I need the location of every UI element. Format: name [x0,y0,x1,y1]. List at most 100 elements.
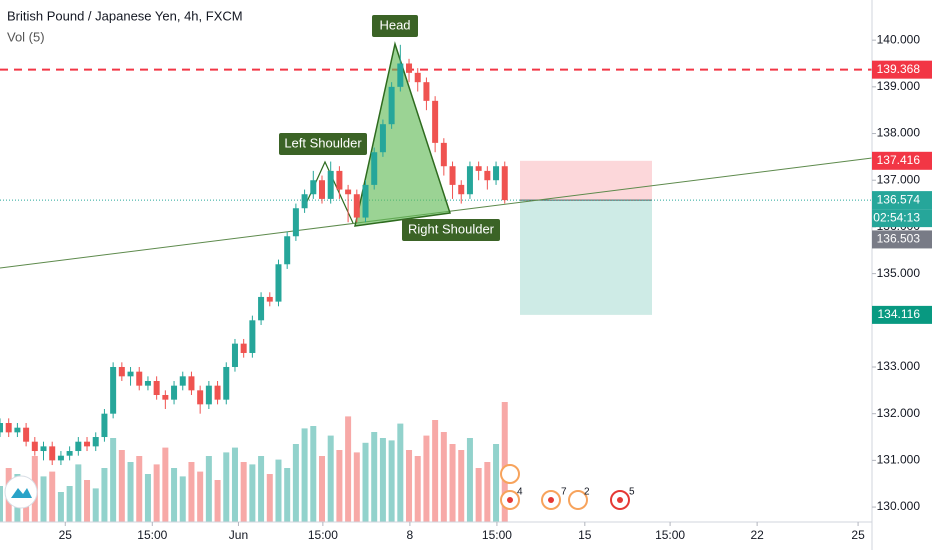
volume-bar [214,480,221,522]
head-pattern[interactable] [354,41,451,227]
candle-body [258,296,265,321]
volume-bar [162,447,169,522]
candle-body [379,124,386,153]
volume-bar [362,442,369,522]
candle-body [275,264,282,302]
candle-body [406,63,413,73]
volume-bar [179,476,186,522]
events: 4 7 2 5 [500,464,635,510]
annotation-left-shoulder[interactable]: Left Shoulder [279,133,367,155]
price-tag [872,151,932,170]
volume-bar [397,423,404,522]
candle-body [136,371,143,386]
candle-body [23,427,30,442]
volume-bar [249,464,256,522]
logo[interactable] [4,475,38,509]
x-tick-label: 15:00 [482,528,512,542]
candle-body [310,180,317,195]
price-tag-label: 136.503 [877,232,921,246]
volume-bar [318,456,325,522]
volume-bar [423,435,430,522]
price-tag-label: 139.368 [877,62,921,76]
price-tag-label: 137.416 [877,153,921,167]
annotation-right-shoulder[interactable]: Right Shoulder [402,219,500,241]
event-dot [548,497,554,503]
candle-body [493,166,500,181]
x-tick-label: 15:00 [137,528,167,542]
volume-bar [466,438,473,522]
candle-body [292,208,299,237]
candle-body [414,72,421,83]
x-tick-label: 25 [59,528,73,542]
annotation-text: Left Shoulder [284,135,362,150]
event-count: 4 [517,487,523,498]
position-tool[interactable] [520,160,652,315]
candle-body [466,166,473,195]
candle-body [318,180,325,199]
volume-bar [188,462,195,522]
candle-body [301,194,308,209]
volume-bar [440,432,447,522]
candle-body [371,152,378,185]
volume-bar [75,464,82,522]
volume-bar [40,476,47,522]
volume-bar [345,416,352,522]
x-tick-label: 8 [407,528,414,542]
price-tag-label: 134.116 [878,307,921,321]
candle-body [266,296,273,302]
price-tag [872,191,932,210]
volume-bar [153,464,160,522]
label-box [402,219,500,241]
volume-bar [432,420,439,522]
annotation-head[interactable]: Head [372,15,418,37]
event-count: 7 [561,487,567,498]
volume-bar [388,440,395,522]
event-count: 2 [584,487,590,498]
volume-bar [371,432,378,522]
candle-body [214,385,221,400]
candle-body [57,455,64,461]
candle-body [66,451,73,456]
event-icon[interactable] [568,490,588,510]
candle-body [231,343,238,367]
volume-bar [205,456,212,522]
volume-bar [240,462,247,522]
volume-bar [458,450,465,522]
x-tick-label: 22 [750,528,764,542]
candles [0,44,508,466]
volume-bar [49,471,56,522]
candle-body [475,166,482,171]
volume-bar [501,402,508,522]
event-dot [617,497,623,503]
x-tick-label: 25 [851,528,865,542]
volume-bar [414,456,421,522]
event-icon[interactable] [500,464,520,484]
candle-body [101,413,108,438]
price-tag [872,60,932,79]
volume-bar [475,468,482,522]
volume-bar [144,474,151,522]
volume-bar [231,447,238,522]
price-tag [872,230,932,249]
volume-bar [110,438,117,522]
volume-bar [284,468,291,522]
candle-body [92,437,99,447]
x-tick-label: 15:00 [655,528,685,542]
volume-bar [484,462,491,522]
candle-body [197,390,204,405]
candle-body [153,380,160,396]
candle-body [171,385,178,400]
candle-body [31,441,38,452]
candle-body [423,82,430,101]
candle-body [205,385,212,405]
logo-mark [11,488,32,498]
volume-bar [66,486,73,522]
volume-bar [275,459,282,522]
candle-body [188,376,195,391]
candle-body [75,441,82,452]
candle-body [440,142,447,167]
volume-bar [197,471,204,522]
candle-body [249,320,256,353]
